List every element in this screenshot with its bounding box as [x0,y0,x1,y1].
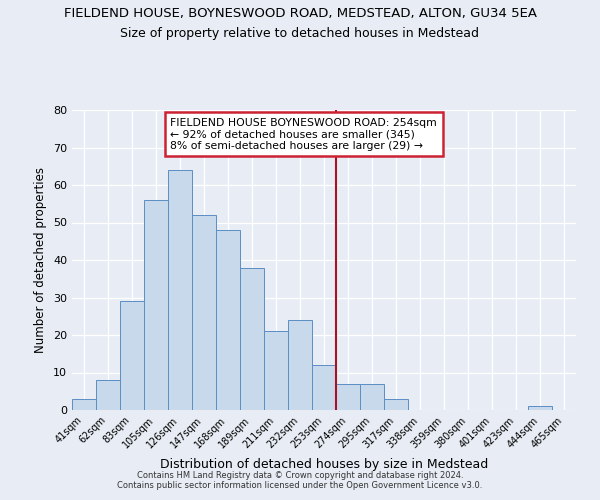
Bar [336,384,360,410]
Bar [312,365,336,410]
Bar [264,331,288,410]
Bar [168,170,192,410]
Text: Contains public sector information licensed under the Open Government Licence v3: Contains public sector information licen… [118,481,482,490]
Text: FIELDEND HOUSE, BOYNESWOOD ROAD, MEDSTEAD, ALTON, GU34 5EA: FIELDEND HOUSE, BOYNESWOOD ROAD, MEDSTEA… [64,8,536,20]
Text: Contains HM Land Registry data © Crown copyright and database right 2024.: Contains HM Land Registry data © Crown c… [137,471,463,480]
Bar [288,320,312,410]
Bar [384,399,408,410]
Bar [360,384,384,410]
Bar [96,380,120,410]
Bar [144,200,168,410]
X-axis label: Distribution of detached houses by size in Medstead: Distribution of detached houses by size … [160,458,488,471]
Bar [72,399,96,410]
Bar [216,230,240,410]
Text: FIELDEND HOUSE BOYNESWOOD ROAD: 254sqm
← 92% of detached houses are smaller (345: FIELDEND HOUSE BOYNESWOOD ROAD: 254sqm ←… [170,118,437,150]
Bar [192,215,216,410]
Text: Size of property relative to detached houses in Medstead: Size of property relative to detached ho… [121,28,479,40]
Y-axis label: Number of detached properties: Number of detached properties [34,167,47,353]
Bar [240,268,264,410]
Bar [120,301,144,410]
Bar [528,406,552,410]
